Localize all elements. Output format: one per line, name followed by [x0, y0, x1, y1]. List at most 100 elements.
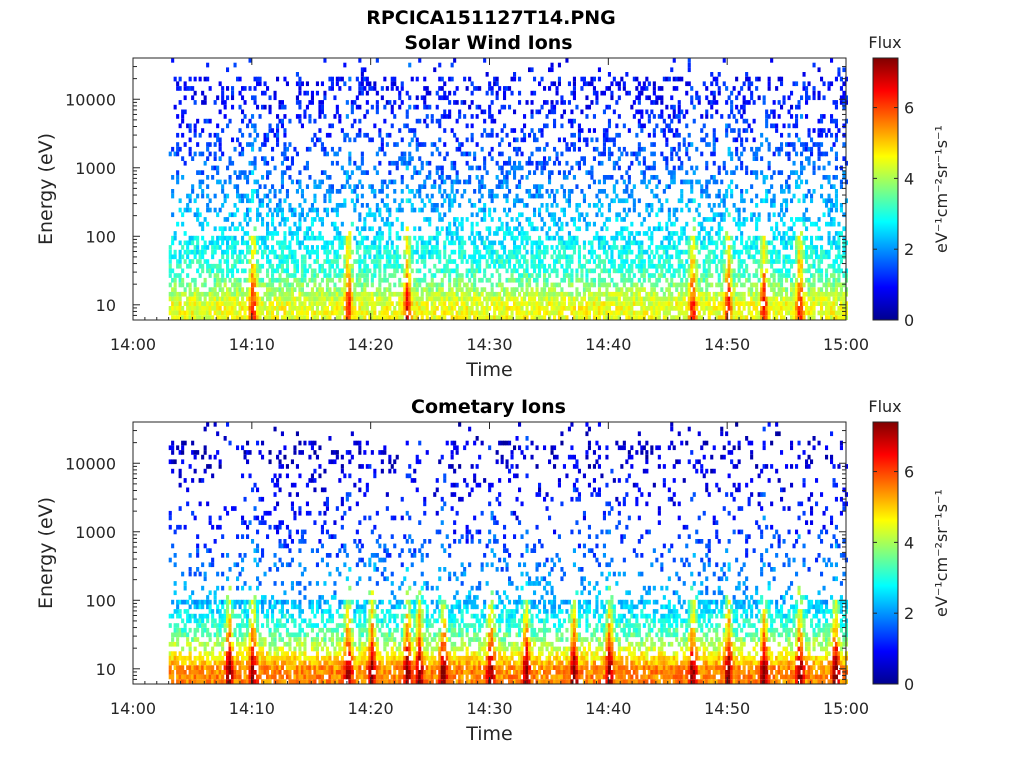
flux-cell [358, 217, 362, 222]
flux-cell [320, 277, 324, 283]
flux-cell [620, 268, 624, 274]
flux-cell [468, 198, 472, 204]
flux-cell [178, 100, 182, 105]
flux-cell [548, 175, 552, 180]
flux-cell [395, 268, 399, 274]
flux-cell [340, 296, 344, 302]
flux-cell [203, 306, 207, 311]
flux-cell [168, 296, 172, 302]
flux-cell [577, 263, 581, 269]
flux-cell [590, 291, 594, 297]
flux-cell [358, 179, 362, 185]
flux-cell [650, 249, 654, 255]
flux-cell [662, 259, 666, 264]
flux-cell [278, 291, 282, 297]
flux-cell [178, 259, 182, 264]
flux-cell [720, 114, 724, 119]
flux-cell [360, 193, 364, 199]
flux-cell [572, 306, 576, 311]
flux-cell [752, 235, 756, 241]
flux-cell [672, 146, 676, 152]
flux-cell [216, 123, 220, 129]
flux-cell [393, 160, 397, 166]
flux-cell [320, 245, 324, 250]
flux-cell [221, 291, 225, 297]
flux-cell [348, 296, 352, 302]
flux-cell [263, 193, 267, 199]
flux-cell [657, 263, 661, 269]
flux-cell [490, 315, 494, 320]
flux-cell [216, 179, 220, 185]
flux-cell [380, 86, 384, 91]
flux-cell [310, 296, 314, 302]
flux-cell [712, 151, 716, 157]
flux-cell [670, 104, 674, 110]
flux-cell [293, 315, 297, 320]
flux-cell [645, 231, 649, 236]
flux-cell [572, 132, 576, 138]
flux-cell [722, 81, 726, 87]
flux-cell [353, 315, 357, 320]
flux-cell [622, 81, 626, 87]
flux-cell [455, 310, 459, 316]
flux-cell [498, 301, 502, 306]
flux-cell [203, 277, 207, 283]
flux-cell [253, 245, 257, 250]
flux-cell [221, 240, 225, 246]
flux-cell [428, 296, 432, 302]
flux-cell [637, 296, 641, 302]
flux-cell [173, 273, 177, 278]
flux-cell [450, 198, 454, 204]
flux-cell [246, 277, 250, 283]
flux-cell [627, 277, 631, 283]
flux-cell [535, 301, 539, 306]
flux-cell [211, 287, 215, 292]
flux-cell [385, 254, 389, 260]
flux-cell [685, 310, 689, 316]
flux-cell [238, 128, 242, 133]
flux-cell [343, 259, 347, 264]
flux-cell [385, 259, 389, 264]
flux-cell [380, 179, 384, 185]
flux-cell [470, 137, 474, 143]
flux-cell [465, 291, 469, 297]
flux-cell [298, 90, 302, 96]
flux-cell [435, 254, 439, 260]
flux-cell [403, 296, 407, 302]
flux-cell [258, 306, 262, 311]
flux-cell [597, 263, 601, 269]
flux-cell [213, 296, 217, 302]
flux-cell [560, 306, 564, 311]
flux-cell [647, 118, 651, 124]
flux-cell [677, 114, 681, 119]
flux-cell [755, 226, 759, 232]
flux-cell [458, 235, 462, 241]
flux-cell [627, 231, 631, 236]
flux-cell [737, 221, 741, 227]
flux-cell [278, 287, 282, 292]
flux-cell [325, 310, 329, 316]
flux-cell [745, 268, 749, 274]
flux-cell [305, 310, 309, 316]
flux-cell [627, 310, 631, 316]
flux-cell [505, 170, 509, 175]
flux-cell [226, 291, 230, 297]
flux-cell [585, 104, 589, 110]
flux-cell [553, 291, 557, 297]
flux-cell [488, 109, 492, 115]
flux-cell [283, 156, 287, 161]
flux-cell [473, 249, 477, 255]
flux-cell [333, 268, 337, 274]
flux-cell [408, 160, 412, 166]
flux-cell [241, 198, 245, 204]
flux-cell [413, 128, 417, 133]
flux-cell [276, 123, 280, 129]
flux-cell [562, 254, 566, 260]
flux-cell [707, 142, 711, 147]
flux-cell [413, 306, 417, 311]
flux-cell [473, 287, 477, 292]
flux-cell [560, 296, 564, 302]
flux-cell [682, 296, 686, 302]
flux-cell [680, 291, 684, 297]
flux-cell [652, 81, 656, 87]
